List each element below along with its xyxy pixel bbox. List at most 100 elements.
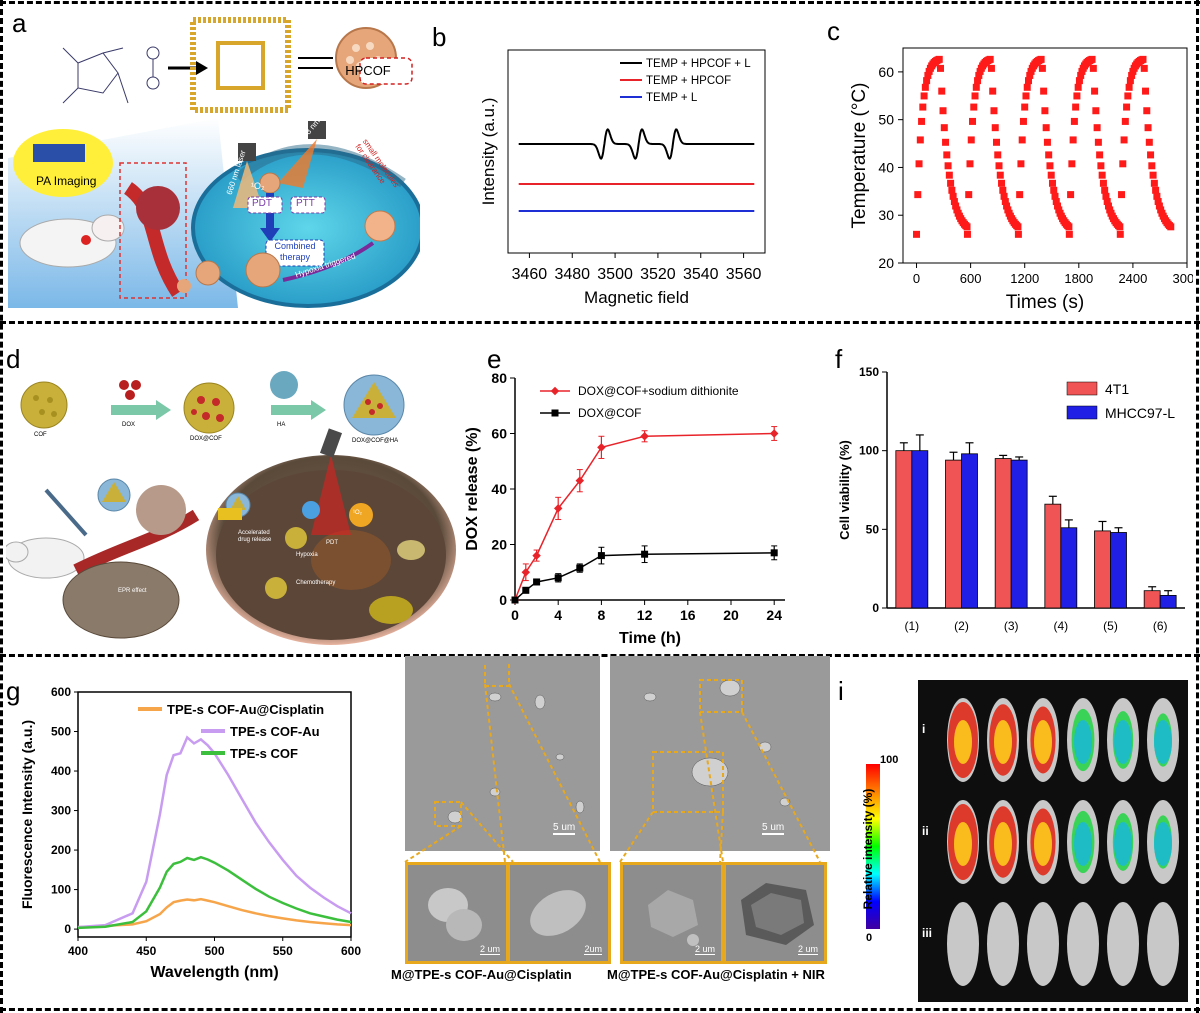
- data-point: [1023, 83, 1031, 91]
- fluorescence-core: [1154, 720, 1172, 764]
- divider-row1: [0, 321, 1200, 324]
- data-point: [992, 138, 1000, 146]
- data-point: [945, 171, 953, 179]
- data-point: [947, 179, 955, 187]
- data-point: [913, 230, 921, 238]
- mouse-body: [987, 902, 1019, 986]
- plot-frame: [902, 47, 1188, 264]
- legend-label: TPE-s COF-Au@Cisplatin: [167, 702, 324, 717]
- label-accelerated-release: Accelerated drug release: [238, 530, 272, 543]
- x-tick-label: (5): [1103, 619, 1118, 633]
- laser-808-device: [308, 121, 326, 139]
- data-point: [1074, 83, 1082, 91]
- border-right: [1196, 0, 1199, 1013]
- y-axis-label: Cell viability (%): [837, 440, 852, 540]
- data-point: [1150, 179, 1158, 187]
- chart-g-fluorescence: 400 450 500 550 600 0 100 200 300 400 500 600 Wavele…: [19, 685, 361, 981]
- data-point: [1016, 191, 1024, 199]
- bar-MHCC97-L: [1010, 459, 1028, 609]
- y-tick-label: 30: [878, 207, 894, 223]
- fluorescence-core: [1114, 720, 1132, 764]
- y-tick-label: 20: [491, 537, 507, 553]
- x-tick-label: 0: [511, 607, 519, 623]
- panel-label-f: f: [835, 344, 843, 374]
- data-point: [937, 64, 945, 72]
- ivis-time-label: 12h: [1033, 666, 1053, 678]
- data-point: [1097, 162, 1105, 170]
- colorbar: [866, 764, 880, 929]
- y-tick-label: 300: [51, 804, 71, 818]
- ivis-time-label: 96h: [1153, 666, 1173, 678]
- data-point: [1123, 103, 1131, 111]
- x-tick-label: (3): [1004, 619, 1019, 633]
- data-point: [990, 107, 998, 115]
- data-point: [1019, 117, 1027, 125]
- x-tick-label: 0: [913, 271, 920, 286]
- data-point: [1070, 117, 1078, 125]
- panel-label-g: g: [6, 676, 21, 706]
- data-point: [965, 191, 973, 199]
- y-tick-label: 0: [499, 592, 507, 608]
- data-point: [1065, 223, 1073, 231]
- data-point: [986, 55, 994, 63]
- vessel-zoom-box: [119, 162, 187, 299]
- label-pdt: PDT: [326, 540, 338, 546]
- data-point: [1043, 138, 1051, 146]
- data-point: [1045, 151, 1053, 159]
- label-cof: COF: [34, 432, 47, 438]
- label-ha: HA: [277, 422, 286, 428]
- panel-a-illustration: [8, 17, 420, 308]
- legend-label: TEMP + HPCOF + L: [646, 58, 751, 70]
- data-point: [1152, 186, 1160, 194]
- laser-660-device: [238, 143, 256, 161]
- panel-label-a: a: [12, 8, 27, 38]
- caption-h-right: M@TPE-s COF-Au@Cisplatin + NIR: [607, 967, 825, 982]
- data-point: [1069, 136, 1077, 144]
- data-point: [966, 160, 974, 168]
- chart-f-cell-viability: 0 50 100 150 Cell viability (%) (1) (2) (3) (4) (…: [837, 365, 1185, 633]
- data-point: [1014, 223, 1022, 231]
- data-point: [597, 552, 605, 560]
- plot-frame: [507, 49, 766, 254]
- data-point: [575, 476, 585, 485]
- data-point: [975, 71, 983, 79]
- data-point: [1091, 87, 1099, 95]
- singlet-oxygen-label: ¹O₂: [251, 181, 265, 191]
- y-tick-label: 60: [878, 64, 894, 80]
- label-epr: EPR effect: [118, 588, 147, 594]
- data-point: [1003, 202, 1011, 210]
- x-tick-label: 3520: [640, 266, 676, 283]
- data-point: [1116, 230, 1124, 238]
- data-point: [963, 223, 971, 231]
- data-point: [1124, 92, 1132, 100]
- y-tick-label: 20: [878, 255, 894, 271]
- cof-framework: [190, 17, 291, 113]
- data-point: [1018, 136, 1026, 144]
- ivis-row-label: i: [922, 722, 926, 736]
- y-tick-label: 40: [878, 159, 894, 175]
- ivis-row-label: ii: [922, 824, 929, 838]
- data-point: [1096, 151, 1104, 159]
- data-point: [1026, 71, 1034, 79]
- data-point: [969, 117, 977, 125]
- data-point: [970, 103, 978, 111]
- data-point: [1143, 107, 1151, 115]
- y-tick-label: 80: [491, 370, 507, 386]
- y-tick-label: 100: [51, 883, 71, 897]
- divider-row2: [0, 654, 1200, 657]
- data-point: [1104, 202, 1112, 210]
- x-tick-label: 1800: [1064, 271, 1093, 286]
- data-point: [553, 504, 563, 513]
- data-point: [1046, 162, 1054, 170]
- y-axis-label: Temperature (°C): [849, 83, 870, 229]
- pdt-label: PDT: [252, 198, 272, 209]
- data-point: [1119, 160, 1127, 168]
- data-point: [949, 192, 957, 200]
- ivis-row-label: iii: [922, 926, 933, 940]
- panel-d: d: [6, 330, 462, 650]
- data-point: [1017, 160, 1025, 168]
- series-line-3: [77, 855, 352, 930]
- fluorescence-core: [1074, 822, 1092, 866]
- x-tick-label: (4): [1053, 619, 1068, 633]
- fluorescence-core: [1074, 720, 1092, 764]
